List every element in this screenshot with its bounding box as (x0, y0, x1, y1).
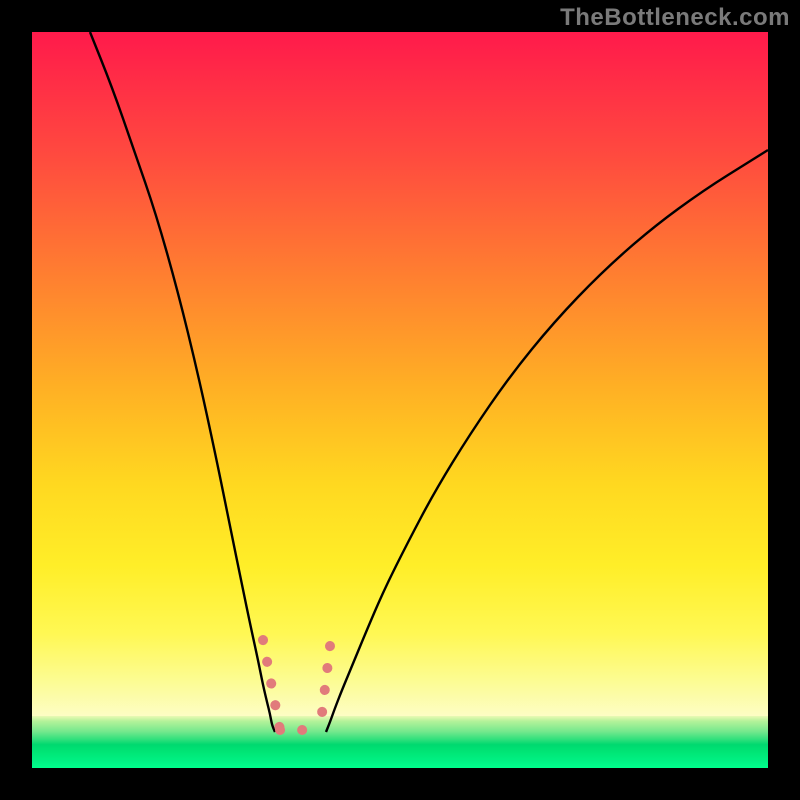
overlay-svg (32, 32, 768, 768)
bottleneck-curve-right (326, 150, 768, 732)
chart-frame: TheBottleneck.com (0, 0, 800, 800)
watermark-text: TheBottleneck.com (560, 4, 790, 32)
plot-area (32, 32, 768, 768)
bracket-right-tick (320, 646, 330, 730)
highlight-bracket (263, 640, 330, 730)
bottleneck-curve-left (90, 32, 275, 732)
